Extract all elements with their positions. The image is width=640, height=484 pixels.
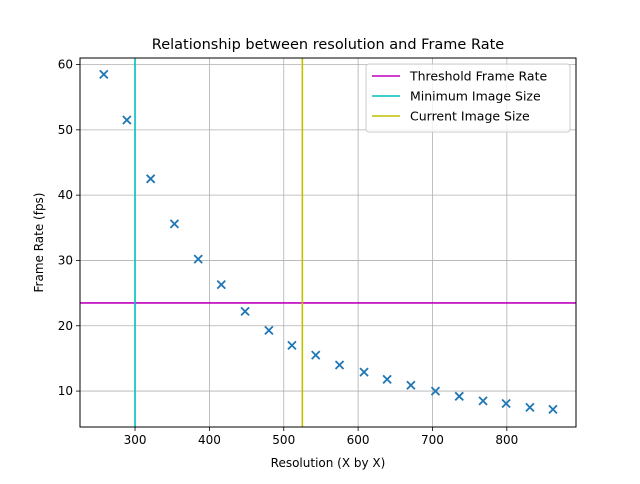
reference-lines [80, 58, 576, 427]
y-tick-label: 40 [58, 188, 73, 202]
data-point-marker [406, 380, 416, 390]
x-axis-label: Resolution (X by X) [271, 456, 386, 470]
legend-label: Threshold Frame Rate [409, 69, 547, 84]
data-point-marker [216, 279, 226, 290]
data-point-marker [264, 325, 274, 335]
data-point-marker [454, 391, 464, 401]
legend-label: Current Image Size [410, 109, 530, 124]
data-point-marker [382, 374, 392, 384]
data-point-marker [240, 306, 250, 317]
data-point-marker [99, 69, 109, 79]
data-point-marker [146, 174, 156, 184]
data-point-marker [287, 340, 297, 350]
y-axis-label: Frame Rate (fps) [32, 193, 46, 293]
data-point-marker [122, 115, 132, 125]
y-tick-label: 60 [58, 58, 73, 72]
x-tick-label: 400 [198, 433, 221, 447]
axes-frame [79, 57, 577, 428]
data-point-marker [311, 350, 321, 360]
data-points [99, 69, 558, 415]
data-point-marker [359, 367, 369, 377]
x-tick-label: 700 [421, 433, 444, 447]
legend: Threshold Frame Rate Minimum Image Size Cu… [365, 63, 571, 133]
y-tick-label: 20 [58, 319, 73, 333]
x-tick-label: 800 [495, 433, 518, 447]
data-point-marker [169, 219, 180, 229]
data-point-marker [334, 360, 345, 370]
x-tick-label: 600 [347, 433, 370, 447]
data-point-marker [525, 402, 535, 413]
y-axis-ticks: 10 20 30 40 50 60 [58, 58, 80, 398]
data-point-marker [478, 396, 488, 406]
data-point-marker [548, 404, 558, 415]
x-tick-label: 500 [272, 433, 295, 447]
chart-title: Relationship between resolution and Fram… [152, 37, 505, 53]
legend-label: Minimum Image Size [410, 89, 541, 104]
y-tick-label: 50 [58, 123, 73, 137]
legend-box [365, 63, 571, 133]
data-point-marker [193, 254, 203, 264]
data-point-marker [501, 398, 511, 409]
y-tick-label: 30 [58, 253, 73, 267]
x-tick-label: 300 [124, 433, 147, 447]
y-tick-label: 10 [58, 384, 73, 398]
x-axis-ticks: 300 400 500 600 700 800 [124, 427, 518, 447]
data-point-marker [430, 386, 441, 396]
